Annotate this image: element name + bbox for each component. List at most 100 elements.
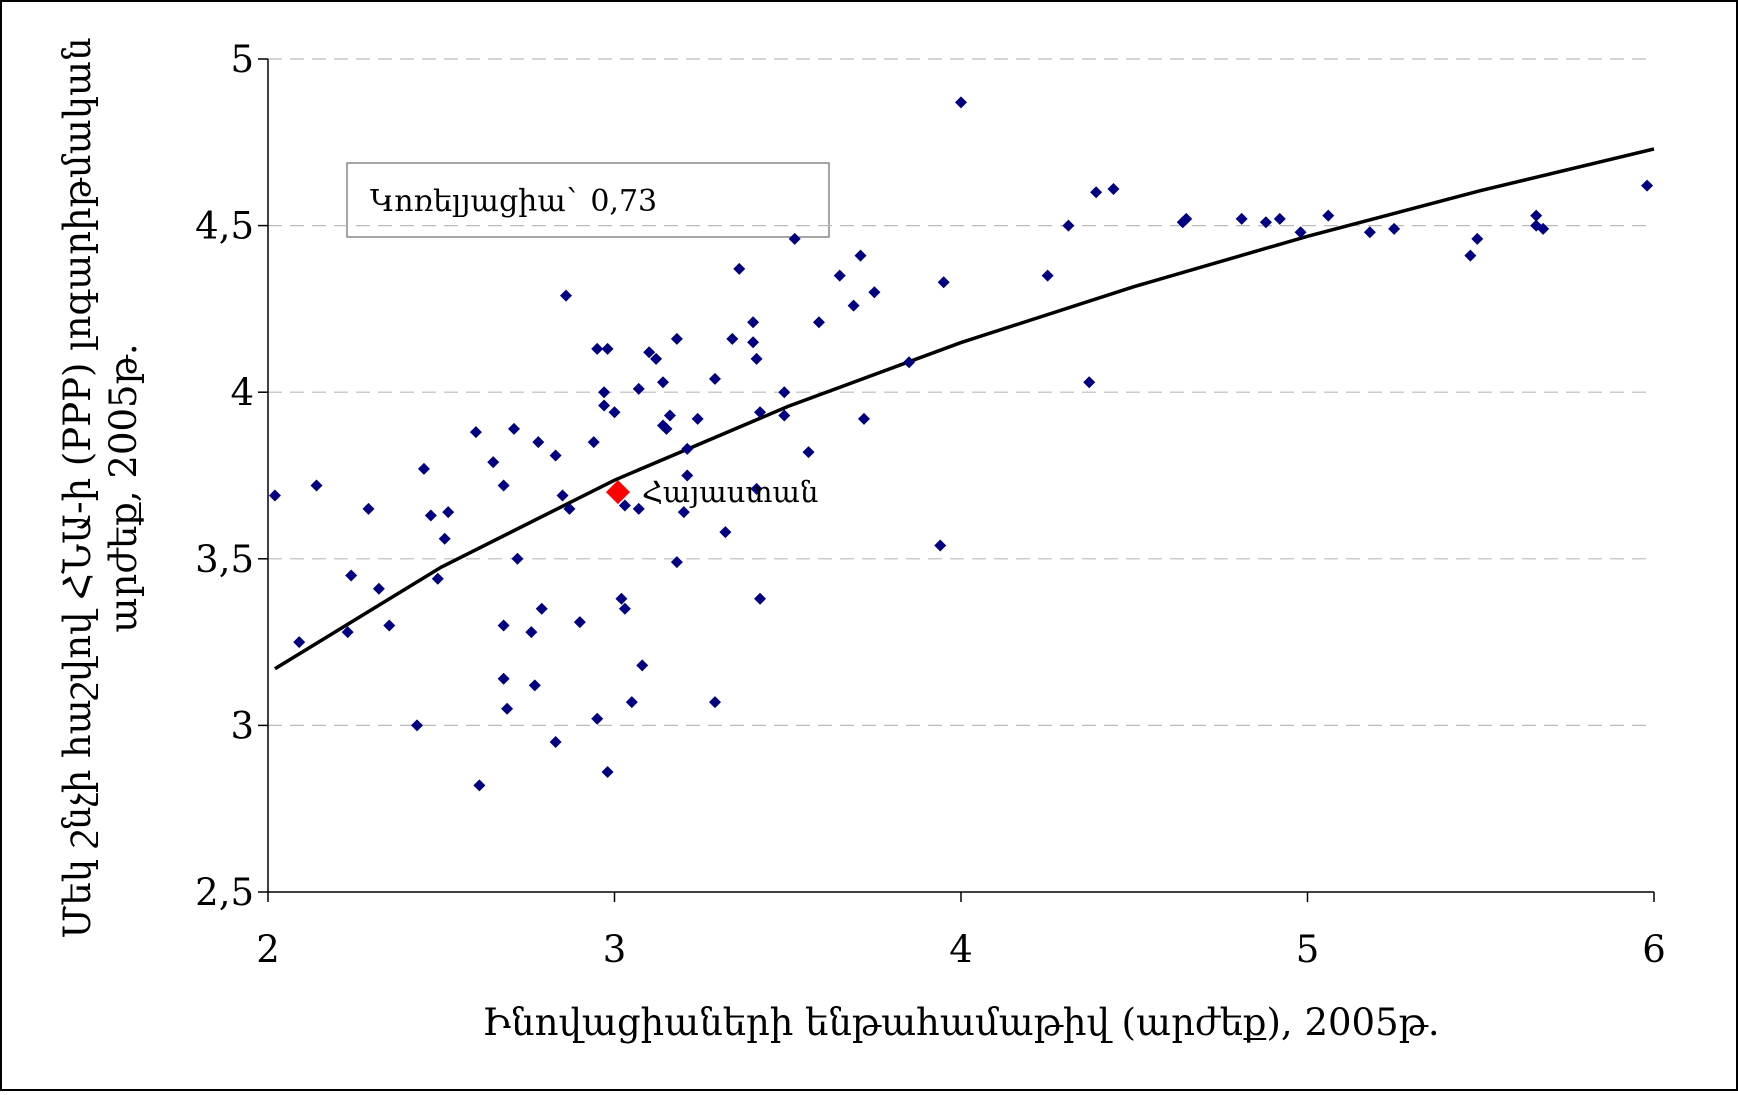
point: [632, 382, 645, 395]
y-tick-label: 4,5: [195, 205, 254, 248]
point: [708, 372, 721, 385]
point: [618, 499, 631, 512]
point: [747, 336, 760, 349]
point: [598, 399, 611, 412]
point: [525, 626, 538, 639]
point: [833, 269, 846, 282]
point: [341, 626, 354, 639]
point: [657, 376, 670, 389]
point: [383, 619, 396, 632]
annotation-box: [346, 162, 830, 238]
point: [487, 456, 500, 469]
point: [681, 469, 694, 482]
point: [754, 406, 767, 419]
point: [601, 766, 614, 779]
point: [747, 316, 760, 329]
point: [417, 462, 430, 475]
point: [372, 582, 385, 595]
point: [511, 552, 524, 565]
point: [591, 712, 604, 725]
point: [903, 356, 916, 369]
point: [591, 342, 604, 355]
point: [1107, 182, 1120, 195]
x-tick-label: 5: [1296, 928, 1320, 971]
y-axis-label: արժեք, 2005թ.: [102, 343, 145, 632]
x-tick-label: 2: [256, 928, 280, 971]
y-tick-label: 4: [230, 371, 254, 414]
point: [532, 436, 545, 449]
point: [508, 422, 521, 435]
point: [1363, 226, 1376, 239]
point: [268, 489, 281, 502]
point: [1259, 216, 1272, 229]
point: [442, 506, 455, 519]
y-tick-label: 5: [230, 38, 254, 81]
point: [497, 672, 510, 685]
point: [1530, 209, 1543, 222]
point-label: Հայաստան: [642, 475, 818, 509]
point: [345, 569, 358, 582]
point: [857, 412, 870, 425]
point: [410, 719, 423, 732]
point: [677, 506, 690, 519]
point: [750, 352, 763, 365]
y-tick-label: 3: [230, 704, 254, 747]
point: [854, 249, 867, 262]
point: [670, 556, 683, 569]
point: [934, 539, 947, 552]
point: [643, 346, 656, 359]
point: [438, 532, 451, 545]
point: [473, 779, 486, 792]
point: [1235, 212, 1248, 225]
trendline: [274, 147, 1655, 671]
point: [1083, 376, 1096, 389]
point: [431, 572, 444, 585]
point: [424, 509, 437, 522]
point: [310, 479, 323, 492]
point: [556, 489, 569, 502]
point: [955, 96, 967, 109]
point: [847, 299, 860, 312]
point: [293, 636, 306, 649]
point: [1464, 249, 1477, 262]
point: [563, 502, 576, 515]
point: [1471, 232, 1484, 245]
point: [1641, 179, 1654, 192]
point: [535, 602, 548, 615]
point: [754, 592, 767, 605]
x-tick-label: 6: [1642, 928, 1666, 971]
point: [601, 342, 614, 355]
point: [663, 409, 676, 422]
point: [1322, 209, 1335, 222]
point: [625, 696, 638, 709]
point: [778, 409, 791, 422]
point: [868, 286, 881, 299]
point: [608, 406, 621, 419]
annotation: Կոռելյացիա` 0,73: [370, 184, 657, 219]
point: [469, 426, 482, 439]
point: [726, 332, 739, 345]
point: [587, 436, 600, 449]
y-tick-label: 3,5: [195, 538, 254, 581]
x-tick-label: 3: [603, 928, 627, 971]
point: [573, 616, 586, 629]
point: [497, 619, 510, 632]
point: [528, 679, 541, 692]
point: [1388, 222, 1401, 235]
point: [681, 442, 694, 455]
point: [670, 332, 683, 345]
highlight-point: [605, 480, 630, 505]
point: [650, 352, 663, 365]
point: [691, 412, 704, 425]
point: [615, 592, 628, 605]
point: [788, 232, 801, 245]
point: [632, 502, 645, 515]
point: [719, 526, 732, 539]
point: [559, 289, 572, 302]
point: [618, 602, 631, 615]
point: [937, 276, 950, 289]
point: [549, 449, 562, 462]
x-axis-label: Ինովացիաների ենթահամաթիվ (արժեք), 2005թ.: [482, 1001, 1439, 1044]
